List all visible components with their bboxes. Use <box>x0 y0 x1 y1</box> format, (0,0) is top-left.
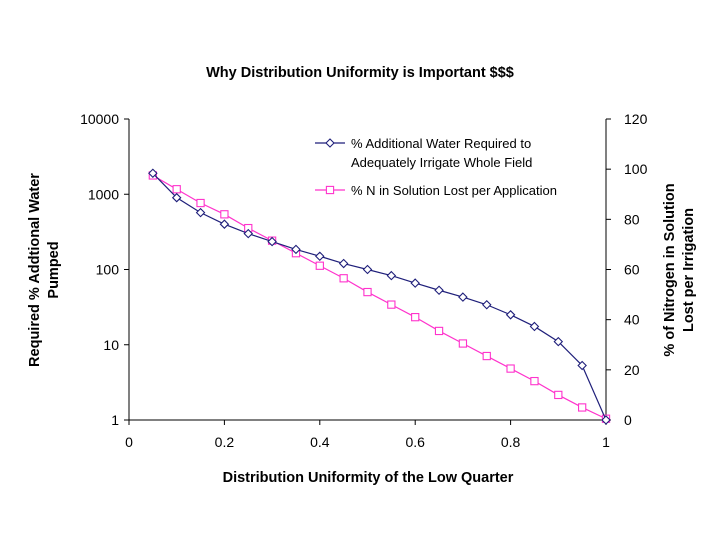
y-right-tick-label: 40 <box>624 312 640 328</box>
y-left-tick-label: 1000 <box>88 186 119 202</box>
y-right-tick-label: 60 <box>624 262 640 278</box>
right-axis-label-line-2: Lost per Irrigation <box>681 208 697 332</box>
data-point <box>387 300 396 309</box>
data-point <box>267 236 277 247</box>
data-point <box>601 415 611 425</box>
axis-ticks: 0 0.2 0.4 0.6 0.8 1 1 10 100 1000 10000 0 20 40 60 80 10… <box>80 111 648 450</box>
data-point <box>481 299 492 310</box>
y-left-tick-label: 100 <box>96 262 120 278</box>
y-right-tick-label: 80 <box>624 211 640 227</box>
y-right-tick-label: 120 <box>624 111 648 127</box>
data-point <box>243 228 254 239</box>
data-point <box>386 270 397 281</box>
legend-label: % Additional Water Required to <box>351 136 531 151</box>
data-point <box>458 292 468 302</box>
x-tick-label: 0.2 <box>215 434 235 450</box>
data-point <box>362 264 373 275</box>
data-point <box>505 310 516 320</box>
x-tick-label: 1 <box>602 434 610 450</box>
data-point <box>338 258 349 269</box>
right-axis-label: % of Nitrogen in Solution Lost per Irrig… <box>662 183 697 356</box>
left-axis-label: Required % Addtional Water Pumped <box>27 173 62 367</box>
data-point <box>172 185 181 194</box>
data-point <box>219 219 230 229</box>
data-point <box>410 278 420 288</box>
data-point <box>339 274 348 283</box>
data-point <box>434 326 444 336</box>
legend-label: Adequately Irrigate Whole Field <box>351 155 532 170</box>
legend-marker <box>325 138 335 148</box>
x-tick-label: 0.4 <box>310 434 330 450</box>
series-layer <box>148 168 611 425</box>
data-point <box>220 210 229 219</box>
y-left-tick-label: 1 <box>111 412 119 428</box>
left-axis-label-line-1: Required % Addtional Water <box>27 173 43 367</box>
data-point <box>315 261 324 270</box>
legend-label: % N in Solution Lost per Application <box>351 183 557 198</box>
data-point <box>315 251 325 262</box>
series-nitrogen-lost <box>148 171 611 423</box>
data-point <box>148 168 158 179</box>
data-point <box>291 244 301 255</box>
data-point <box>458 339 468 348</box>
data-point <box>530 376 539 386</box>
data-point <box>506 364 515 373</box>
data-point <box>195 207 206 218</box>
x-tick-label: 0.8 <box>501 434 521 450</box>
data-point <box>577 360 587 371</box>
legend: % Additional Water Required to Adequately… <box>315 136 557 198</box>
y-right-tick-label: 100 <box>624 161 648 177</box>
y-right-tick-label: 20 <box>624 362 640 378</box>
right-axis-label-line-1: % of Nitrogen in Solution <box>662 183 678 356</box>
legend-marker <box>325 185 335 195</box>
y-left-tick-label: 10000 <box>80 111 119 127</box>
y-left-tick-label: 10 <box>103 337 119 353</box>
data-point <box>411 313 420 322</box>
x-axis-label: Distribution Uniformity of the Low Quart… <box>223 470 514 486</box>
series-additional-water <box>148 168 611 425</box>
data-point <box>363 287 372 297</box>
data-point <box>577 403 587 412</box>
chart-title: Why Distribution Uniformity is Important… <box>206 65 514 81</box>
data-point <box>434 285 444 296</box>
data-point <box>171 192 182 203</box>
data-point <box>529 321 540 332</box>
series-line <box>152 172 607 421</box>
y-right-tick-label: 0 <box>624 412 632 428</box>
left-axis-label-line-2: Pumped <box>46 241 62 298</box>
x-tick-label: 0 <box>125 434 133 450</box>
data-point <box>553 336 564 347</box>
data-point <box>482 351 491 361</box>
data-point <box>196 198 205 208</box>
data-point <box>554 390 563 400</box>
x-tick-label: 0.6 <box>405 434 425 450</box>
